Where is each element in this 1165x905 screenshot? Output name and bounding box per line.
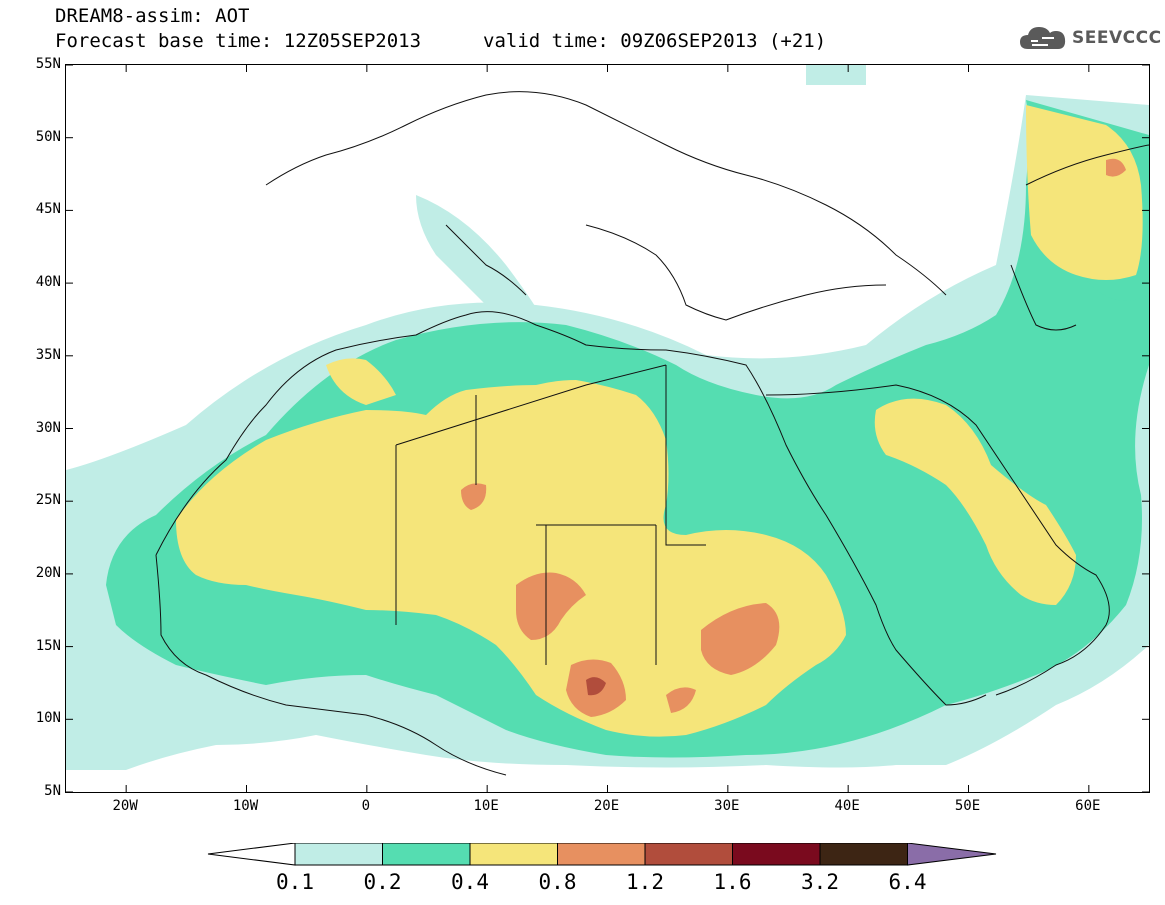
map-title: DREAM8-assim: AOT (55, 5, 250, 27)
seevccc-logo: SEEVCCC (1018, 20, 1162, 56)
lat-tick-label: 25N (35, 492, 61, 509)
lon-tick-label: 50E (954, 798, 981, 814)
lat-tick-label: 40N (35, 274, 61, 291)
logo-text: SEEVCCC (1072, 28, 1162, 48)
lon-tick-label: 10W (232, 798, 259, 814)
valid-time: valid time: 09Z06SEP2013 (+21) (483, 30, 827, 52)
lon-tick-label: 60E (1075, 798, 1101, 814)
lon-tick-label: 40E (834, 798, 860, 814)
lat-tick-label: 55N (35, 56, 61, 72)
colorbar-label: 3.2 (801, 870, 839, 894)
colorbar-box (557, 843, 646, 866)
lat-tick-label: 50N (35, 128, 61, 145)
aot-level-1.2 (586, 677, 606, 696)
lat-tick-label: 30N (35, 419, 61, 436)
lon-tick-label: 10E (473, 798, 499, 814)
colorbar-box (819, 843, 908, 866)
lat-tick-label: 10N (35, 710, 61, 727)
lon-tick-label: 20W (112, 798, 138, 814)
cloud-logo-icon (1020, 27, 1066, 49)
colorbar-box (732, 843, 821, 866)
colorbar-box (382, 843, 471, 866)
coastlines (155, 91, 1149, 776)
colorbar-label: 6.4 (888, 870, 927, 894)
colorbar-label: 0.4 (451, 870, 489, 894)
aot-level-0.4 (176, 105, 1143, 737)
colorbar-label: 1.2 (626, 870, 664, 894)
colorbar-label: 0.1 (276, 870, 314, 894)
lat-tick-label: 20N (35, 564, 61, 581)
lon-tick-label: 0 (361, 798, 371, 814)
colorbar-under-triangle (207, 843, 296, 866)
forecast-base-time: Forecast base time: 12Z05SEP2013 (55, 30, 422, 52)
lat-tick-label: 45N (35, 201, 61, 218)
lat-tick-label: 15N (35, 637, 61, 654)
colorbar-label: 0.2 (363, 870, 402, 894)
lat-tick-label: 35N (35, 346, 61, 363)
colorbar-box (644, 843, 733, 866)
lon-tick-label: 30E (714, 798, 740, 814)
colorbar-box (294, 843, 383, 866)
colorbar-box (469, 843, 558, 866)
lon-tick-label: 20E (593, 798, 620, 814)
lat-tick-label: 5N (44, 783, 61, 799)
colorbar-label: 0.8 (538, 870, 577, 894)
colorbar-over-triangle (907, 843, 997, 866)
colorbar (207, 843, 997, 866)
tick-marks (66, 65, 1149, 792)
aot-map (65, 64, 1150, 793)
colorbar-label: 1.6 (713, 870, 752, 894)
